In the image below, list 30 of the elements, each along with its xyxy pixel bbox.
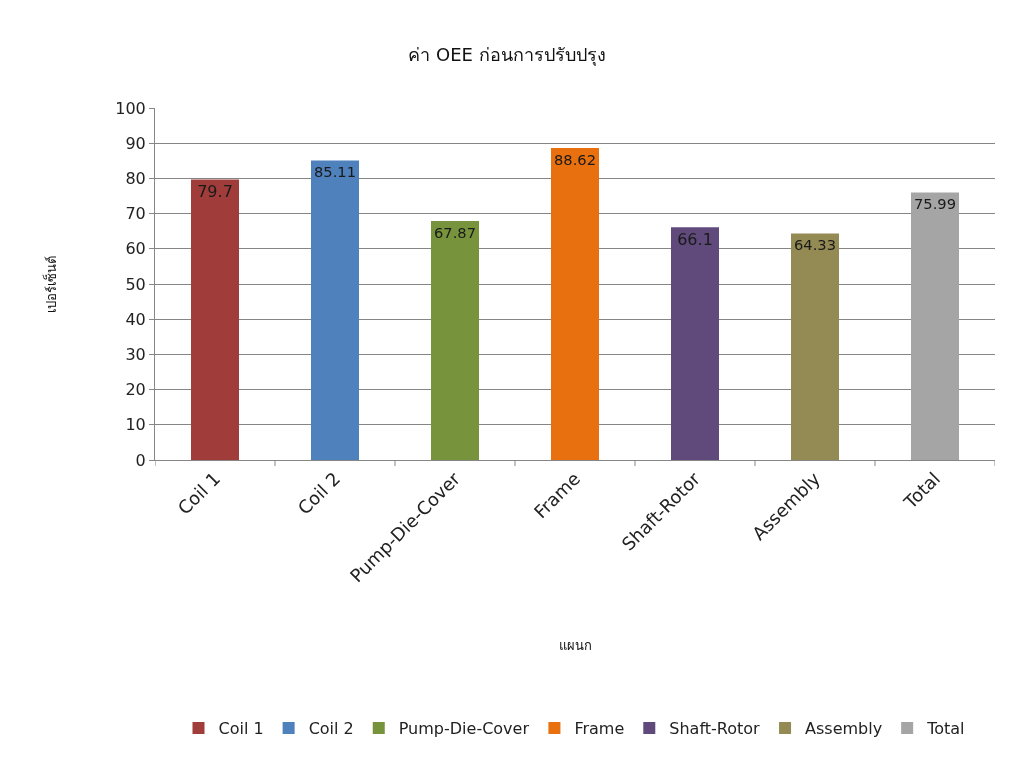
data-label: 66.1 [677, 230, 713, 250]
data-label: 75.99 [914, 195, 956, 213]
y-tick-label: 90 [125, 133, 146, 153]
y-tick-label: 40 [125, 309, 146, 329]
data-label: 67.87 [434, 223, 476, 241]
legend-label: Total [926, 719, 965, 739]
data-label: 79.7 [197, 182, 233, 202]
y-tick-label: 70 [125, 204, 146, 224]
x-tick-label: Coil 2 [293, 467, 345, 519]
legend-label: Coil 2 [308, 719, 354, 739]
chart-title: ค่า OEE ก่อนการปรับปรุง [408, 44, 606, 67]
x-axis-title: แผนก [558, 638, 592, 654]
y-tick-label: 0 [135, 450, 146, 470]
legend-label: Assembly [805, 719, 883, 739]
y-tick-label: 20 [125, 380, 146, 400]
legend-label: Coil 1 [218, 719, 264, 739]
legend-label: Frame [574, 719, 625, 739]
x-tick-label: Coil 1 [173, 467, 225, 519]
legend-label: Shaft-Rotor [669, 719, 761, 739]
y-tick-label: 30 [125, 345, 146, 364]
y-axis-title: เปอร์เซ็นต์ [42, 255, 60, 313]
y-tick-label: 10 [125, 415, 146, 435]
data-label: 85.11 [314, 163, 356, 181]
y-tick-label: 100 [115, 98, 146, 118]
data-label: 88.62 [554, 150, 596, 168]
y-tick-label: 60 [125, 239, 146, 259]
y-tick-label: 80 [125, 169, 146, 188]
y-tick-label: 50 [125, 274, 146, 294]
data-label: 64.33 [794, 236, 836, 254]
legend-label: Pump-Die-Cover [398, 719, 530, 739]
